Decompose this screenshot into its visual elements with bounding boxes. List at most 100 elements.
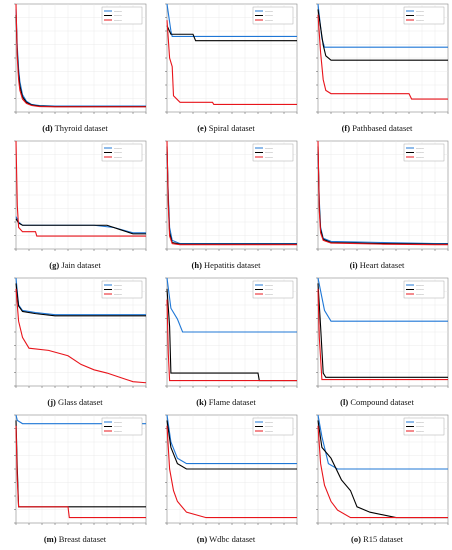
legend-label: ——— — [265, 147, 273, 150]
line-chart: ————————— — [316, 3, 449, 114]
legend-label: ——— — [114, 15, 122, 18]
panel-caption: (k) Flame dataset — [151, 397, 301, 407]
legend: ————————— — [252, 143, 294, 162]
legend: ————————— — [403, 143, 445, 162]
legend-label: ——— — [265, 152, 273, 155]
series-line-blue — [15, 414, 146, 425]
series-line-red — [15, 288, 147, 384]
panel-m: ——— ——— ——— (m) Breast dataset — [0, 411, 150, 546]
series-line-black — [317, 9, 448, 61]
legend-label: ——— — [114, 289, 122, 292]
panel-f: ——— ——— ——— (f) Pathbased dataset — [302, 0, 452, 135]
legend-label: ——— — [265, 289, 273, 292]
legend-label: ——— — [114, 10, 122, 13]
line-chart: ————————— — [14, 140, 147, 251]
series-line-black — [317, 283, 448, 378]
legend-label: ——— — [416, 421, 424, 424]
panel-letter: (g) — [49, 260, 60, 270]
panel-i: ——— ——— ——— (i) Heart dataset — [302, 137, 452, 272]
panel-letter: (d) — [42, 123, 53, 133]
series-line-red — [166, 140, 297, 246]
panel-title: Pathbased dataset — [350, 123, 413, 133]
series-line-black — [166, 25, 297, 42]
panel-title: Wdbc dataset — [207, 534, 256, 544]
legend-label: ——— — [265, 10, 273, 13]
panel-h: ——— ——— ——— (h) Hepatitis dataset — [151, 137, 301, 272]
panel-letter: (n) — [196, 534, 208, 544]
panel-caption: (l) Compound dataset — [302, 397, 452, 407]
series-line-red — [317, 425, 448, 519]
legend-label: ——— — [114, 152, 122, 155]
legend: ————————— — [403, 417, 445, 436]
panel-title: Heart dataset — [357, 260, 405, 270]
legend: ————————— — [101, 280, 143, 299]
panel-caption: (j) Glass dataset — [0, 397, 150, 407]
panel-title: Spiral dataset — [206, 123, 255, 133]
series-line-red — [15, 425, 146, 519]
legend-label: ——— — [114, 156, 122, 159]
legend-label: ——— — [416, 15, 424, 18]
line-chart: ————————— — [14, 3, 147, 114]
legend-label: ——— — [265, 430, 273, 433]
panel-g: ——— ——— ——— (g) Jain dataset — [0, 137, 150, 272]
panel-letter: (o) — [351, 534, 361, 544]
legend-label: ——— — [265, 426, 273, 429]
series-line-red — [15, 3, 146, 108]
line-chart: ————————— — [14, 277, 147, 388]
series-line-red — [15, 140, 146, 237]
series-line-blue — [317, 414, 448, 470]
panel-letter: (e) — [197, 123, 207, 133]
panel-letter: (i) — [349, 260, 358, 270]
legend-label: ——— — [416, 156, 424, 159]
panel-title: Breast dataset — [56, 534, 107, 544]
legend-label: ——— — [265, 293, 273, 296]
series-line-blue — [166, 414, 297, 465]
panel-title: Flame dataset — [206, 397, 256, 407]
panel-caption: (e) Spiral dataset — [151, 123, 301, 133]
panel-title: Jain dataset — [59, 260, 101, 270]
panel-caption: (f) Pathbased dataset — [302, 123, 452, 133]
panel-letter: (l) — [340, 397, 349, 407]
line-chart: ————————— — [316, 140, 449, 251]
line-chart: ————————— — [316, 277, 449, 388]
panel-caption: (d) Thyroid dataset — [0, 123, 150, 133]
panel-letter: (m) — [43, 534, 57, 544]
line-chart: ————————— — [165, 140, 298, 251]
panel-title: R15 dataset — [360, 534, 403, 544]
series-line-black — [15, 283, 146, 317]
panel-caption: (n) Wdbc dataset — [151, 534, 301, 544]
panel-l: ——— ——— ——— (l) Compound dataset — [302, 274, 452, 409]
legend-label: ——— — [416, 152, 424, 155]
legend: ————————— — [252, 6, 294, 25]
legend: ————————— — [252, 417, 294, 436]
panel-caption: (h) Hepatitis dataset — [151, 260, 301, 270]
legend-label: ——— — [265, 156, 273, 159]
panel-caption: (o) R15 dataset — [302, 534, 452, 544]
series-line-red — [317, 288, 448, 381]
legend: ————————— — [101, 417, 143, 436]
legend-label: ——— — [114, 293, 122, 296]
legend-label: ——— — [416, 19, 424, 22]
legend-label: ——— — [114, 426, 122, 429]
panel-n: ——— ——— ——— (n) Wdbc dataset — [151, 411, 301, 546]
series-line-red — [317, 140, 448, 246]
legend-label: ——— — [416, 426, 424, 429]
legend: ————————— — [101, 143, 143, 162]
line-chart: ————————— — [14, 414, 147, 525]
panel-k: ——— ——— ——— (k) Flame dataset — [151, 274, 301, 409]
legend-label: ——— — [114, 284, 122, 287]
panel-title: Hepatitis dataset — [201, 260, 261, 270]
panel-e: ——— ——— ——— (e) Spiral dataset — [151, 0, 301, 135]
legend-label: ——— — [416, 289, 424, 292]
series-line-blue — [166, 277, 297, 333]
legend-label: ——— — [265, 284, 273, 287]
line-chart: ————————— — [165, 277, 298, 388]
legend-label: ——— — [416, 293, 424, 296]
panel-title: Thyroid dataset — [52, 123, 108, 133]
panel-letter: (f) — [341, 123, 351, 133]
panel-caption: (i) Heart dataset — [302, 260, 452, 270]
series-line-black — [166, 420, 297, 470]
series-line-red — [166, 20, 297, 105]
legend-label: ——— — [114, 147, 122, 150]
legend-label: ——— — [265, 421, 273, 424]
